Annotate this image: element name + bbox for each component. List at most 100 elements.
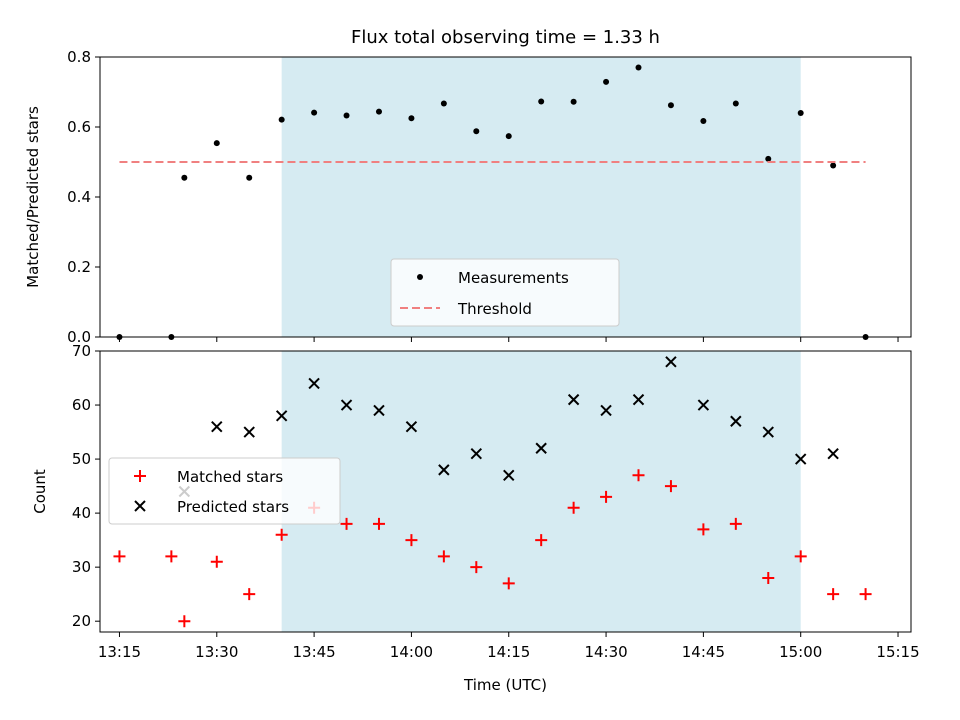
measurement-point xyxy=(213,140,220,147)
predicted-star-point xyxy=(275,410,288,422)
matched-star-point xyxy=(178,615,191,628)
y-tick-label: 0.6 xyxy=(67,118,91,136)
matched-star-point xyxy=(372,517,385,530)
predicted-star-point xyxy=(827,447,839,460)
y-axis-label: Count xyxy=(31,469,49,514)
measurement-point xyxy=(667,102,674,109)
predicted-star-point xyxy=(405,420,418,433)
matched-star-point xyxy=(405,534,418,547)
matched-star-point xyxy=(632,469,645,482)
legend-label: Matched stars xyxy=(177,468,283,486)
x-tick-label: 13:15 xyxy=(98,643,141,661)
matched-star-point xyxy=(794,550,807,563)
predicted-star-point xyxy=(503,469,515,481)
x-tick-label: 14:30 xyxy=(584,643,627,661)
predicted-star-point xyxy=(535,442,547,454)
matched-star-point xyxy=(762,571,775,584)
predicted-star-point xyxy=(632,393,645,406)
legend-measurement-marker xyxy=(417,274,423,280)
measurement-point xyxy=(181,174,188,181)
observing-window-span xyxy=(281,351,801,632)
measurement-point xyxy=(343,112,350,119)
x-axis-label: Time (UTC) xyxy=(463,676,547,694)
predicted-star-point xyxy=(567,393,580,406)
measurement-point xyxy=(440,100,447,107)
measurement-point xyxy=(246,174,253,181)
x-tick-label: 15:15 xyxy=(876,643,919,661)
legend-predicted-marker xyxy=(134,500,146,512)
x-tick-label: 13:30 xyxy=(195,643,238,661)
measurement-point xyxy=(408,115,415,122)
matched-star-point xyxy=(165,550,178,563)
predicted-star-point xyxy=(470,447,483,460)
matched-star-point xyxy=(697,523,710,536)
matched-star-point xyxy=(664,480,677,493)
x-tick-label: 15:00 xyxy=(779,643,822,661)
matched-star-point xyxy=(113,550,126,563)
measurement-point xyxy=(278,116,285,123)
legend-box xyxy=(108,457,341,525)
y-axis-label: Matched/Predicted stars xyxy=(24,106,42,288)
legend-matched-marker xyxy=(134,470,146,482)
measurement-point xyxy=(603,78,610,85)
predicted-star-point xyxy=(762,426,774,438)
measurement-point xyxy=(830,162,837,169)
matched-star-point xyxy=(502,577,515,590)
y-tick-label: 30 xyxy=(72,558,91,576)
legend-box xyxy=(390,258,620,327)
y-tick-label: 0.0 xyxy=(67,328,91,346)
predicted-star-point xyxy=(211,420,223,433)
legend-label: Predicted stars xyxy=(177,498,289,516)
y-tick-label: 40 xyxy=(72,504,91,522)
measurement-point xyxy=(570,98,577,105)
y-tick-label: 50 xyxy=(72,450,91,468)
y-tick-label: 60 xyxy=(72,396,91,414)
predicted-star-point xyxy=(243,426,255,438)
axes-frame xyxy=(99,350,912,633)
y-tick-label: 20 xyxy=(72,612,91,630)
measurement-point xyxy=(311,109,318,116)
predicted-star-point xyxy=(697,399,710,411)
y-tick-label: 0.8 xyxy=(67,48,91,66)
x-tick-label: 14:15 xyxy=(487,643,530,661)
legend-label: Measurements xyxy=(458,269,569,287)
matched-star-point xyxy=(535,534,548,547)
measurement-point xyxy=(700,118,707,125)
matched-star-point xyxy=(275,528,288,541)
matched-star-point xyxy=(567,501,580,514)
matched-star-point xyxy=(729,517,742,530)
predicted-star-point xyxy=(794,453,807,465)
measurement-point xyxy=(635,64,642,71)
measurement-point xyxy=(505,133,512,140)
predicted-star-point xyxy=(340,399,353,411)
y-tick-label: 0.4 xyxy=(67,188,91,206)
legend-label: Threshold xyxy=(457,300,532,318)
predicted-star-point xyxy=(600,404,612,417)
matched-star-point xyxy=(437,550,450,563)
predicted-star-point xyxy=(438,464,450,476)
predicted-star-point xyxy=(665,356,677,368)
x-tick-label: 13:45 xyxy=(292,643,335,661)
chart-title: Flux total observing time = 1.33 h xyxy=(351,27,660,48)
matched-star-point xyxy=(340,517,353,530)
measurement-point xyxy=(797,110,804,116)
measurement-point xyxy=(473,128,480,135)
predicted-star-point xyxy=(373,404,385,417)
matched-star-point xyxy=(859,588,872,601)
measurement-point xyxy=(538,98,545,105)
predicted-star-point xyxy=(308,377,320,390)
matched-star-point xyxy=(243,588,256,601)
y-tick-label: 70 xyxy=(72,342,91,360)
matched-star-point xyxy=(470,561,483,574)
measurement-point xyxy=(732,100,739,107)
y-tick-label: 0.2 xyxy=(67,258,91,276)
matched-star-point xyxy=(210,555,223,568)
matched-star-point xyxy=(600,490,613,503)
measurement-point xyxy=(375,108,382,115)
matched-star-point xyxy=(827,588,840,601)
predicted-star-point xyxy=(730,415,742,427)
x-tick-label: 14:00 xyxy=(390,643,433,661)
measurement-point xyxy=(765,155,772,162)
x-tick-label: 14:45 xyxy=(682,643,725,661)
